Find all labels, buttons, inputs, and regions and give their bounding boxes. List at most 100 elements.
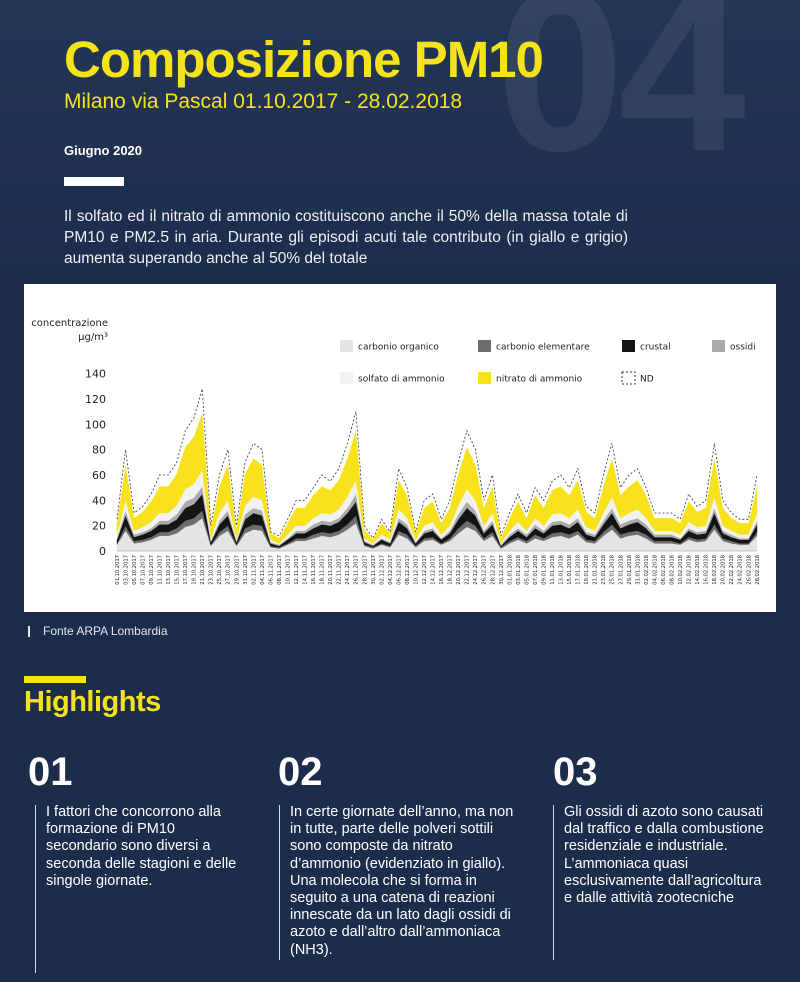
legend-swatch <box>340 340 353 352</box>
area <box>116 412 758 544</box>
x-tick-label: 24.12.2017 <box>473 555 479 585</box>
x-tick-label: 23.01.2018 <box>601 555 607 585</box>
highlight-rule <box>279 805 280 960</box>
x-tick-label: 16.12.2017 <box>439 555 445 585</box>
x-tick-label: 24.11.2017 <box>345 555 351 585</box>
x-tick-label: 26.12.2017 <box>482 555 488 585</box>
x-tick-label: 17.01.2018 <box>576 555 582 585</box>
x-tick-label: 01.10.2017 <box>115 555 121 585</box>
x-tick-label: 31.01.2018 <box>635 555 641 585</box>
x-tick-label: 14.02.2018 <box>695 555 701 585</box>
x-tick-label: 23.10.2017 <box>209 555 215 585</box>
divider <box>64 177 124 186</box>
x-tick-label: 06.12.2017 <box>396 555 402 585</box>
x-tick-label: 03.01.2018 <box>516 555 522 585</box>
y-axis-label: concentrazione <box>31 318 108 329</box>
x-tick-label: 11.10.2017 <box>157 555 163 585</box>
x-tick-label: 11.01.2018 <box>550 555 556 585</box>
y-tick-label: 80 <box>92 444 106 457</box>
legend-swatch <box>622 340 635 352</box>
legend-swatch <box>478 340 491 352</box>
x-tick-label: 10.02.2018 <box>678 555 684 585</box>
x-tick-label: 25.10.2017 <box>217 555 223 585</box>
header: 04 Composizione PM10 Milano via Pascal 0… <box>0 0 800 285</box>
date: Giugno 2020 <box>64 143 143 158</box>
accent-bar <box>24 676 86 683</box>
area-outline <box>116 388 758 540</box>
x-tick-label: 08.11.2017 <box>277 555 283 585</box>
y-tick-label: 60 <box>92 469 106 482</box>
legend-swatch <box>340 372 353 384</box>
x-tick-label: 10.11.2017 <box>285 555 291 585</box>
legend-label: crustal <box>640 343 671 353</box>
x-tick-label: 09.01.2018 <box>541 555 547 585</box>
x-tick-label: 20.11.2017 <box>328 555 334 585</box>
y-tick-label: 100 <box>85 418 106 431</box>
highlight-text: Gli ossidi di azoto sono causati dal tra… <box>564 804 764 907</box>
x-tick-label: 04.02.2018 <box>652 555 658 585</box>
x-tick-label: 22.02.2018 <box>729 555 735 585</box>
highlight-text: I fattori che concorrono alla formazione… <box>46 804 237 889</box>
x-tick-label: 16.11.2017 <box>311 555 317 585</box>
legend-swatch <box>478 372 491 384</box>
x-tick-label: 12.02.2018 <box>687 555 693 585</box>
x-tick-label: 12.11.2017 <box>294 555 300 585</box>
y-tick-label: 140 <box>85 368 106 381</box>
x-tick-label: 21.01.2018 <box>593 555 599 585</box>
x-tick-label: 31.10.2017 <box>243 555 249 585</box>
legend-label: nitrato di ammonio <box>496 375 583 385</box>
x-tick-label: 17.10.2017 <box>183 555 189 585</box>
highlight-number: 03 <box>553 750 598 794</box>
x-tick-label: 09.10.2017 <box>149 555 155 585</box>
x-tick-label: 13.10.2017 <box>166 555 172 585</box>
legend-item: nitrato di ammonio <box>478 372 583 385</box>
legend-item: carbonio organico <box>340 340 439 353</box>
x-tick-label: 12.12.2017 <box>422 555 428 585</box>
highlight-number: 02 <box>278 750 323 794</box>
x-tick-label: 27.10.2017 <box>226 555 232 585</box>
x-tick-label: 22.12.2017 <box>465 555 471 585</box>
x-tick-label: 19.10.2017 <box>192 555 198 585</box>
x-tick-label: 08.02.2018 <box>669 555 675 585</box>
x-tick-label: 14.11.2017 <box>303 555 309 585</box>
intro: Il solfato ed il nitrato di ammonio cost… <box>64 208 628 267</box>
x-tick-label: 05.10.2017 <box>132 555 138 585</box>
x-tick-label: 30.11.2017 <box>371 555 377 585</box>
x-tick-label: 13.01.2018 <box>559 555 565 585</box>
title: Composizione PM10 <box>64 31 544 88</box>
x-tick-label: 28.11.2017 <box>362 555 368 585</box>
x-tick-label: 28.12.2017 <box>490 555 496 585</box>
x-tick-label: 04.11.2017 <box>260 555 266 585</box>
highlight-rule <box>35 805 36 973</box>
legend-label: carbonio organico <box>358 343 439 353</box>
x-tick-label: 08.12.2017 <box>405 555 411 585</box>
legend-item: ND <box>621 371 654 385</box>
legend-label: ossidi <box>730 343 756 353</box>
chart: concentrazione µg/m³ 0 20 40 60 80 100 120 140 0… <box>31 318 761 585</box>
x-tick-label: 20.02.2018 <box>721 555 727 585</box>
x-tick-label: 07.01.2018 <box>533 555 539 585</box>
legend-item: ossidi <box>712 340 756 353</box>
highlight-number: 01 <box>28 750 73 794</box>
x-tick-label: 16.02.2018 <box>704 555 710 585</box>
x-tick-label: 01.01.2018 <box>507 555 513 585</box>
legend-swatch <box>712 340 725 352</box>
y-tick-label: 40 <box>92 494 106 507</box>
legend-swatch <box>621 371 636 385</box>
x-tick-label: 20.12.2017 <box>456 555 462 585</box>
x-tick-label: 25.01.2018 <box>610 555 616 585</box>
x-tick-label: 15.10.2017 <box>175 555 181 585</box>
y-tick-label: 0 <box>99 545 106 558</box>
x-tick-label: 29.01.2018 <box>627 555 633 585</box>
y-tick-label: 120 <box>85 393 106 406</box>
x-tick-label: 22.11.2017 <box>337 555 343 585</box>
x-tick-label: 30.12.2017 <box>499 555 505 585</box>
legend-label: solfato di ammonio <box>358 375 445 385</box>
legend-label: carbonio elementare <box>496 343 590 353</box>
x-tick-label: 10.12.2017 <box>413 555 419 585</box>
x-tick-label: 18.02.2018 <box>712 555 718 585</box>
x-tick-label: 06.11.2017 <box>268 555 274 585</box>
x-tick-label: 28.02.2018 <box>755 555 761 585</box>
highlights-title: Highlights <box>24 686 161 718</box>
